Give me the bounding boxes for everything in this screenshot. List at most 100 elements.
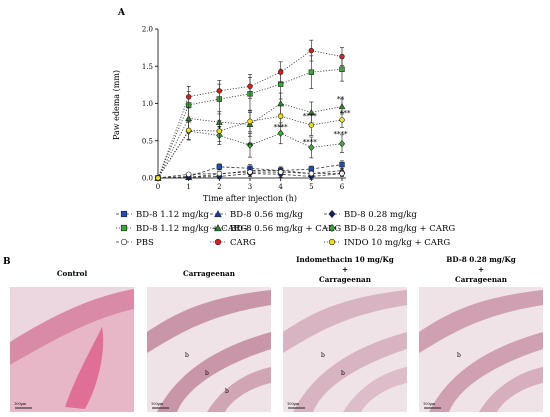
scale-bar-label: 100µm [151, 402, 164, 406]
data-point [339, 53, 345, 60]
edema-line-chart: 0 1 2 3 4 5 60.00.51.01.52.0 *****************… [112, 26, 351, 204]
data-point [216, 164, 223, 170]
tissue-band [157, 332, 271, 412]
data-point [216, 88, 223, 94]
significance-mark: *** [340, 109, 351, 117]
data-point [247, 118, 253, 125]
y-tick-label: 1.0 [142, 100, 153, 108]
data-point [247, 83, 253, 90]
histology-mark: b [205, 370, 209, 377]
data-point [277, 69, 284, 75]
x-tick-label: 5 [309, 183, 313, 191]
data-point [339, 170, 345, 177]
histology-panel-title: Indomethacin 10 mg/Kg [296, 255, 394, 264]
histology-mark: b [225, 388, 229, 395]
y-axis-label: Paw edema (mm) [112, 70, 121, 140]
y-tick-label: 0.5 [142, 137, 153, 145]
tissue-band [207, 367, 271, 412]
histology-panel-title: + [342, 265, 348, 274]
data-point [308, 69, 315, 75]
data-point [277, 169, 284, 175]
legend-item: BD-8 0.56 mg/kg + CARG [210, 224, 341, 234]
legend-label: BD-8 1.12 mg/kg [136, 210, 209, 220]
histology-panel-title: Carrageenan [183, 269, 236, 278]
tissue-band [293, 332, 407, 412]
histology-mark: b [457, 352, 461, 359]
tissue-band [419, 290, 543, 353]
series-8 [155, 105, 345, 181]
data-point [277, 99, 285, 107]
tissue-band [479, 367, 543, 412]
data-point [308, 47, 315, 54]
legend-label: PBS [136, 238, 154, 248]
series-4 [154, 92, 346, 181]
data-point [155, 175, 161, 181]
legend-item: PBS [116, 238, 154, 248]
chart-series [154, 39, 346, 182]
data-point [338, 140, 346, 148]
legend-item: BD-8 0.56 mg/kg [210, 210, 303, 220]
y-tick-label: 0.0 [142, 175, 153, 183]
panel-b-label: B [3, 257, 11, 267]
y-tick-label: 2.0 [142, 26, 153, 34]
data-point [185, 94, 192, 100]
significance-mark: ** [337, 95, 345, 103]
legend-marker [328, 209, 336, 219]
y-tick-label: 1.5 [142, 63, 153, 71]
histology-panel-title: Control [57, 269, 88, 278]
data-point [247, 169, 253, 175]
legend-item: CARG [210, 238, 256, 248]
legend-item: BD-8 0.28 mg/kg [324, 209, 417, 220]
legend-marker [214, 210, 222, 218]
legend-label: BD-8 0.56 mg/kg + CARG [230, 224, 341, 234]
legend-marker [120, 224, 128, 232]
histology-panel-2: Indomethacin 10 mg/Kg+Carrageenan b b 100µm [283, 255, 407, 412]
legend-label: BD-8 0.56 mg/kg [230, 210, 303, 220]
x-tick-label: 4 [278, 183, 283, 191]
legend-item: BD-8 1.12 mg/kg [116, 210, 209, 220]
data-point [185, 171, 192, 177]
legend-marker [120, 238, 128, 246]
legend-marker [328, 223, 336, 233]
tissue-band [147, 290, 271, 353]
data-point [185, 114, 193, 122]
data-point [277, 113, 284, 119]
panel-a-label: A [117, 8, 126, 18]
legend-label: INDO 10 mg/kg + CARG [344, 238, 450, 248]
histology-mark: b [321, 352, 325, 359]
legend-label: BD-8 0.28 mg/kg + CARG [344, 224, 455, 234]
legend-item: INDO 10 mg/kg + CARG [324, 238, 450, 248]
significance-mark: **** [303, 112, 318, 120]
muscle-bundle [65, 327, 104, 409]
histology-panel-title: Carrageenan [455, 275, 508, 284]
x-axis-label: Time after injection (h) [203, 194, 297, 203]
significance-mark: **** [274, 124, 289, 132]
legend-marker [214, 238, 222, 246]
x-tick-label: 1 [186, 183, 190, 191]
histology-mark: b [341, 370, 345, 377]
significance-mark: **** [333, 130, 348, 138]
data-point [308, 122, 315, 128]
significance-mark: ** [247, 142, 255, 150]
histology-panel-3: BD-8 0.28 mg/Kg+Carrageenan b 100µm [419, 255, 543, 412]
tissue-band [429, 332, 543, 412]
scale-bar-label: 100µm [287, 402, 300, 406]
data-point [246, 141, 254, 149]
chart-axes: 0 1 2 3 4 5 6 0.0 0.5 1.0 1.5 2.0 [142, 26, 346, 191]
data-point [216, 170, 223, 177]
tissue-band [283, 290, 407, 353]
significance-mark: * [218, 125, 222, 133]
legend-item: BD-8 1.12 mg/kg + CARG [116, 224, 247, 234]
histology-mark: b [185, 352, 189, 359]
scale-bar-label: 100µm [14, 402, 27, 406]
data-point [338, 102, 346, 110]
data-point [216, 128, 223, 134]
series-7 [155, 39, 345, 181]
histology-panel-title: BD-8 0.28 mg/Kg [446, 255, 515, 264]
legend-item: BD-8 0.28 mg/kg + CARG [324, 223, 455, 234]
legend-label: BD-8 0.28 mg/kg [344, 210, 417, 220]
tissue-band [343, 367, 407, 412]
x-tick-label: 2 [217, 183, 221, 191]
legend-marker [214, 224, 222, 232]
